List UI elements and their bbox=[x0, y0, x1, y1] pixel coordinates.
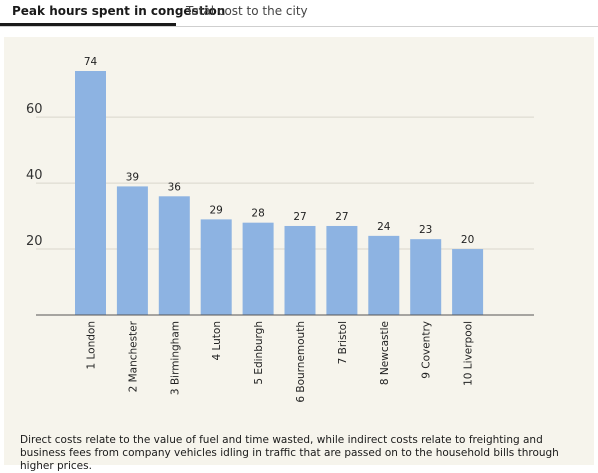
tab-peak-hours[interactable]: Peak hours spent in congestion bbox=[0, 0, 225, 26]
bar-value-label: 20 bbox=[461, 234, 474, 246]
footnote: Direct costs relate to the value of fuel… bbox=[20, 434, 559, 472]
bar-value-label: 29 bbox=[210, 204, 223, 216]
bar-6 bbox=[284, 225, 316, 315]
bar-1 bbox=[75, 71, 106, 315]
x-tick-label: 10 Liverpool bbox=[463, 321, 475, 386]
x-tick-label: 7 Bristol bbox=[337, 321, 349, 364]
bar-value-label: 74 bbox=[84, 56, 98, 68]
bar-value-label: 28 bbox=[251, 208, 264, 220]
bar-2 bbox=[116, 186, 148, 315]
bar-value-label: 27 bbox=[335, 211, 348, 223]
x-tick-label: 6 Bournemouth bbox=[295, 321, 307, 403]
x-tick-label: 8 Newcastle bbox=[379, 321, 391, 385]
x-tick-label: 1 London bbox=[86, 321, 98, 370]
bar-8 bbox=[368, 235, 400, 315]
bar-value-label: 24 bbox=[377, 221, 391, 233]
bar-chart: 20 40 60 74 1 London 39 2 Manchester 36 3 Birmin… bbox=[26, 56, 534, 403]
bar-3 bbox=[158, 196, 190, 315]
bar-4 bbox=[200, 219, 232, 315]
x-tick-label: 3 Birmingham bbox=[169, 321, 181, 395]
tab-total-cost[interactable]: Total cost to the city bbox=[186, 4, 308, 18]
x-tick-label: 2 Manchester bbox=[127, 320, 139, 392]
y-tick-label-20: 20 bbox=[26, 234, 43, 249]
bar-value-label: 39 bbox=[126, 171, 139, 183]
bar-value-label: 27 bbox=[293, 211, 306, 223]
bar-10 bbox=[452, 249, 484, 315]
bar-9 bbox=[410, 239, 442, 315]
bar-value-label: 36 bbox=[168, 181, 182, 193]
bar-5 bbox=[242, 222, 274, 315]
x-tick-label: 9 Coventry bbox=[421, 321, 433, 379]
x-tick-label: 5 Edinburgh bbox=[253, 321, 265, 385]
y-tick-label-40: 40 bbox=[26, 168, 43, 183]
x-tick-label: 4 Luton bbox=[211, 321, 223, 361]
y-tick-label-60: 60 bbox=[26, 102, 43, 117]
tab-bar: Peak hours spent in congestion Total cos… bbox=[0, 0, 598, 27]
bar-value-label: 23 bbox=[419, 224, 432, 236]
bar-7 bbox=[326, 225, 358, 315]
